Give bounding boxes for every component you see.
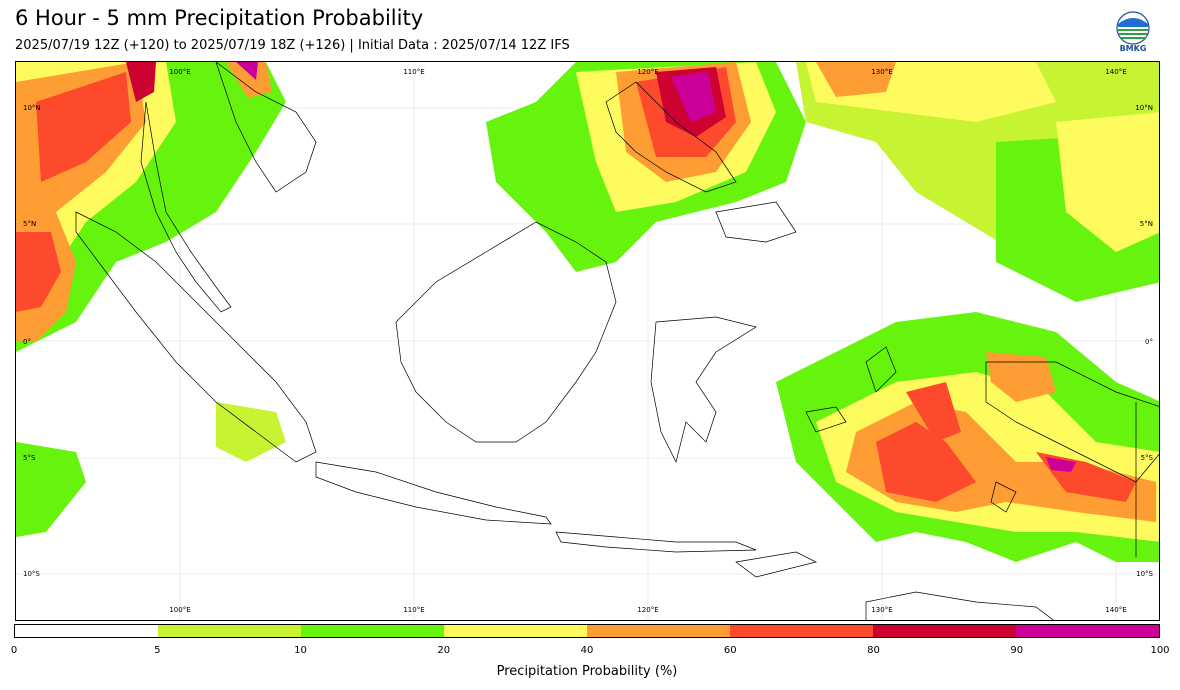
lat-label-right: 10°S: [1136, 570, 1153, 578]
lat-label-right: 5°S: [1141, 454, 1154, 462]
colorbar-segment: [444, 625, 587, 637]
colorbar-tick-label: 20: [437, 645, 451, 656]
chart-title: 6 Hour - 5 mm Precipitation Probability: [15, 6, 424, 30]
colorbar-tick-label: 40: [580, 645, 594, 656]
bmkg-logo: [1116, 11, 1150, 45]
colorbar-tick-label: 90: [1010, 645, 1024, 656]
lon-label-bottom: 140°E: [1105, 606, 1126, 614]
lat-label-right: 0°: [1145, 338, 1153, 346]
lon-label-top: 100°E: [169, 68, 190, 76]
colorbar-segment: [15, 625, 158, 637]
colorbar-segment: [730, 625, 873, 637]
colorbar-segment: [1016, 625, 1159, 637]
colorbar-tick-labels: 0 5 10 20 40 60 80 90 100: [10, 645, 1170, 659]
lat-label-left: 0°: [23, 338, 31, 346]
colorbar-tick-label: 80: [867, 645, 880, 656]
lat-label-right: 10°N: [1135, 104, 1153, 112]
lat-labels-left: 10°N 5°N 0° 5°S 10°S: [23, 104, 41, 578]
precipitation-map: 100°E 110°E 120°E 130°E 140°E 100°E 110°…: [15, 61, 1160, 621]
lat-label-left: 10°S: [23, 570, 40, 578]
colorbar: [14, 624, 1160, 638]
lon-label-top: 130°E: [871, 68, 892, 76]
lon-label-bottom: 120°E: [637, 606, 658, 614]
lat-label-left: 10°N: [23, 104, 41, 112]
colorbar-tick-label: 60: [723, 645, 737, 656]
logo-text: BMKG: [1119, 44, 1147, 53]
colorbar-segment: [873, 625, 1016, 637]
lon-labels-top: 100°E 110°E 120°E 130°E 140°E: [169, 68, 1126, 76]
lat-label-left: 5°S: [23, 454, 36, 462]
coastlines: [75, 62, 1159, 620]
colorbar-title: Precipitation Probability (%): [496, 664, 678, 679]
lon-label-top: 110°E: [403, 68, 424, 76]
lon-label-top: 140°E: [1105, 68, 1126, 76]
lon-labels-bottom: 100°E 110°E 120°E 130°E 140°E: [169, 606, 1126, 614]
probability-shading: [16, 62, 1159, 562]
map-canvas: 100°E 110°E 120°E 130°E 140°E 100°E 110°…: [16, 62, 1159, 620]
colorbar-tick-label: 100: [1150, 645, 1170, 656]
colorbar-tick-label: 0: [10, 645, 18, 656]
lon-label-bottom: 100°E: [169, 606, 190, 614]
colorbar-tick-label: 10: [294, 645, 307, 656]
colorbar-segment: [158, 625, 301, 637]
lon-label-bottom: 130°E: [871, 606, 892, 614]
colorbar-segment: [587, 625, 730, 637]
lon-label-bottom: 110°E: [403, 606, 424, 614]
chart-subtitle: 2025/07/19 12Z (+120) to 2025/07/19 18Z …: [15, 38, 570, 53]
lat-label-left: 5°N: [23, 220, 36, 228]
lat-label-right: 5°N: [1140, 220, 1153, 228]
lat-labels-right: 10°N 5°N 0° 5°S 10°S: [1135, 104, 1153, 578]
lon-label-top: 120°E: [637, 68, 658, 76]
colorbar-tick-label: 5: [154, 645, 161, 656]
colorbar-segment: [301, 625, 444, 637]
